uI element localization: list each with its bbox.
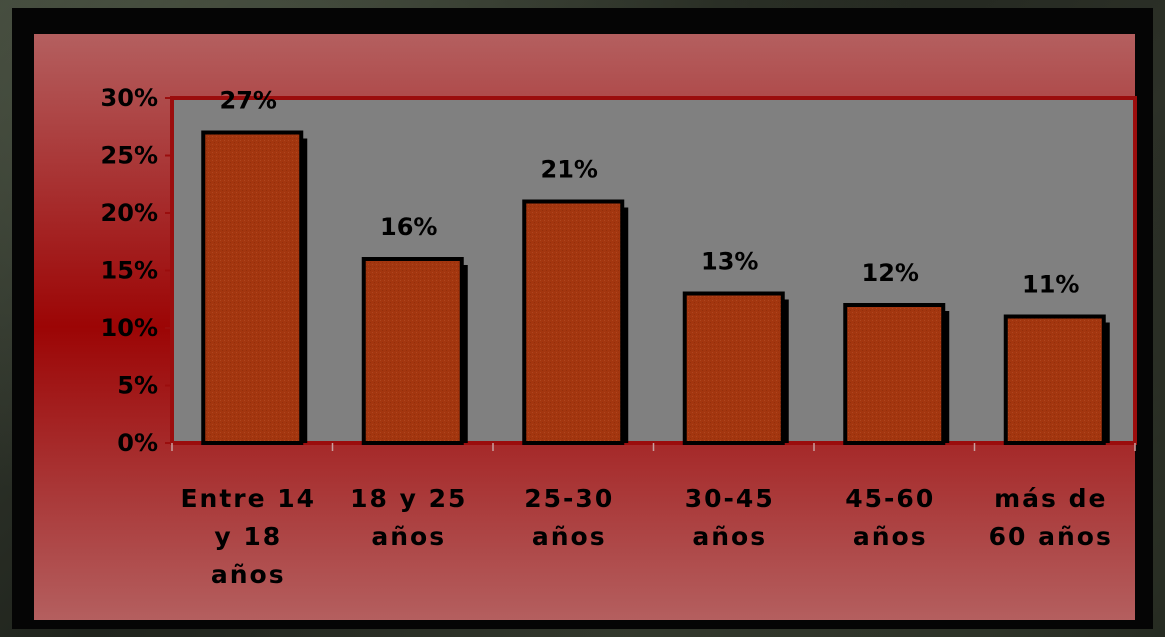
y-axis: 0% 5% 10% 15% 20% 25% 30% [101,84,174,457]
y-tick-label: 20% [101,199,158,227]
category-label: 25-30 [524,484,614,513]
category-label: años [853,522,928,551]
category-label: y 18 [214,522,282,551]
bars-group [201,130,1110,445]
category-label: años [371,522,446,551]
category-label: Entre 14 [180,484,316,513]
bar-chart: 0% 5% 10% 15% 20% 25% 30% 27% 16% 21% 13% 12% 11% E… [34,34,1137,620]
plot-area [170,96,1137,445]
category-label: años [211,560,286,589]
chart-frame: 0% 5% 10% 15% 20% 25% 30% 27% 16% 21% 13% 12% 11% E… [12,8,1153,629]
y-tick-label: 0% [117,429,158,457]
y-tick-label: 30% [101,84,158,112]
category-label: 60 años [989,522,1113,551]
bar [522,199,625,445]
category-label: años [692,522,767,551]
category-label: años [532,522,607,551]
category-label: 45-60 [845,484,935,513]
bar [1003,314,1106,445]
y-tick-label: 5% [117,372,158,400]
category-labels-group: Entre 14 y 18 años 18 y 25 años 25-30 años 30-4… [180,484,1113,589]
bar-value-label: 13% [701,248,758,276]
category-label: 30-45 [685,484,775,513]
category-label: más de [994,484,1107,513]
bar [201,130,304,445]
y-tick-label: 10% [101,314,158,342]
y-tick-label: 25% [101,142,158,170]
bar-value-label: 11% [1022,271,1079,299]
bar [361,257,464,445]
bar-value-label: 21% [541,156,598,184]
bar-value-label: 16% [380,213,437,241]
bar-value-label: 27% [220,87,277,115]
category-label: 18 y 25 [350,484,467,513]
y-tick-label: 15% [101,257,158,285]
bar-value-label: 12% [862,259,919,287]
data-labels-group: 27% 16% 21% 13% 12% 11% [220,87,1080,299]
bar [682,291,785,445]
bar [843,303,946,445]
x-axis [171,441,1136,451]
